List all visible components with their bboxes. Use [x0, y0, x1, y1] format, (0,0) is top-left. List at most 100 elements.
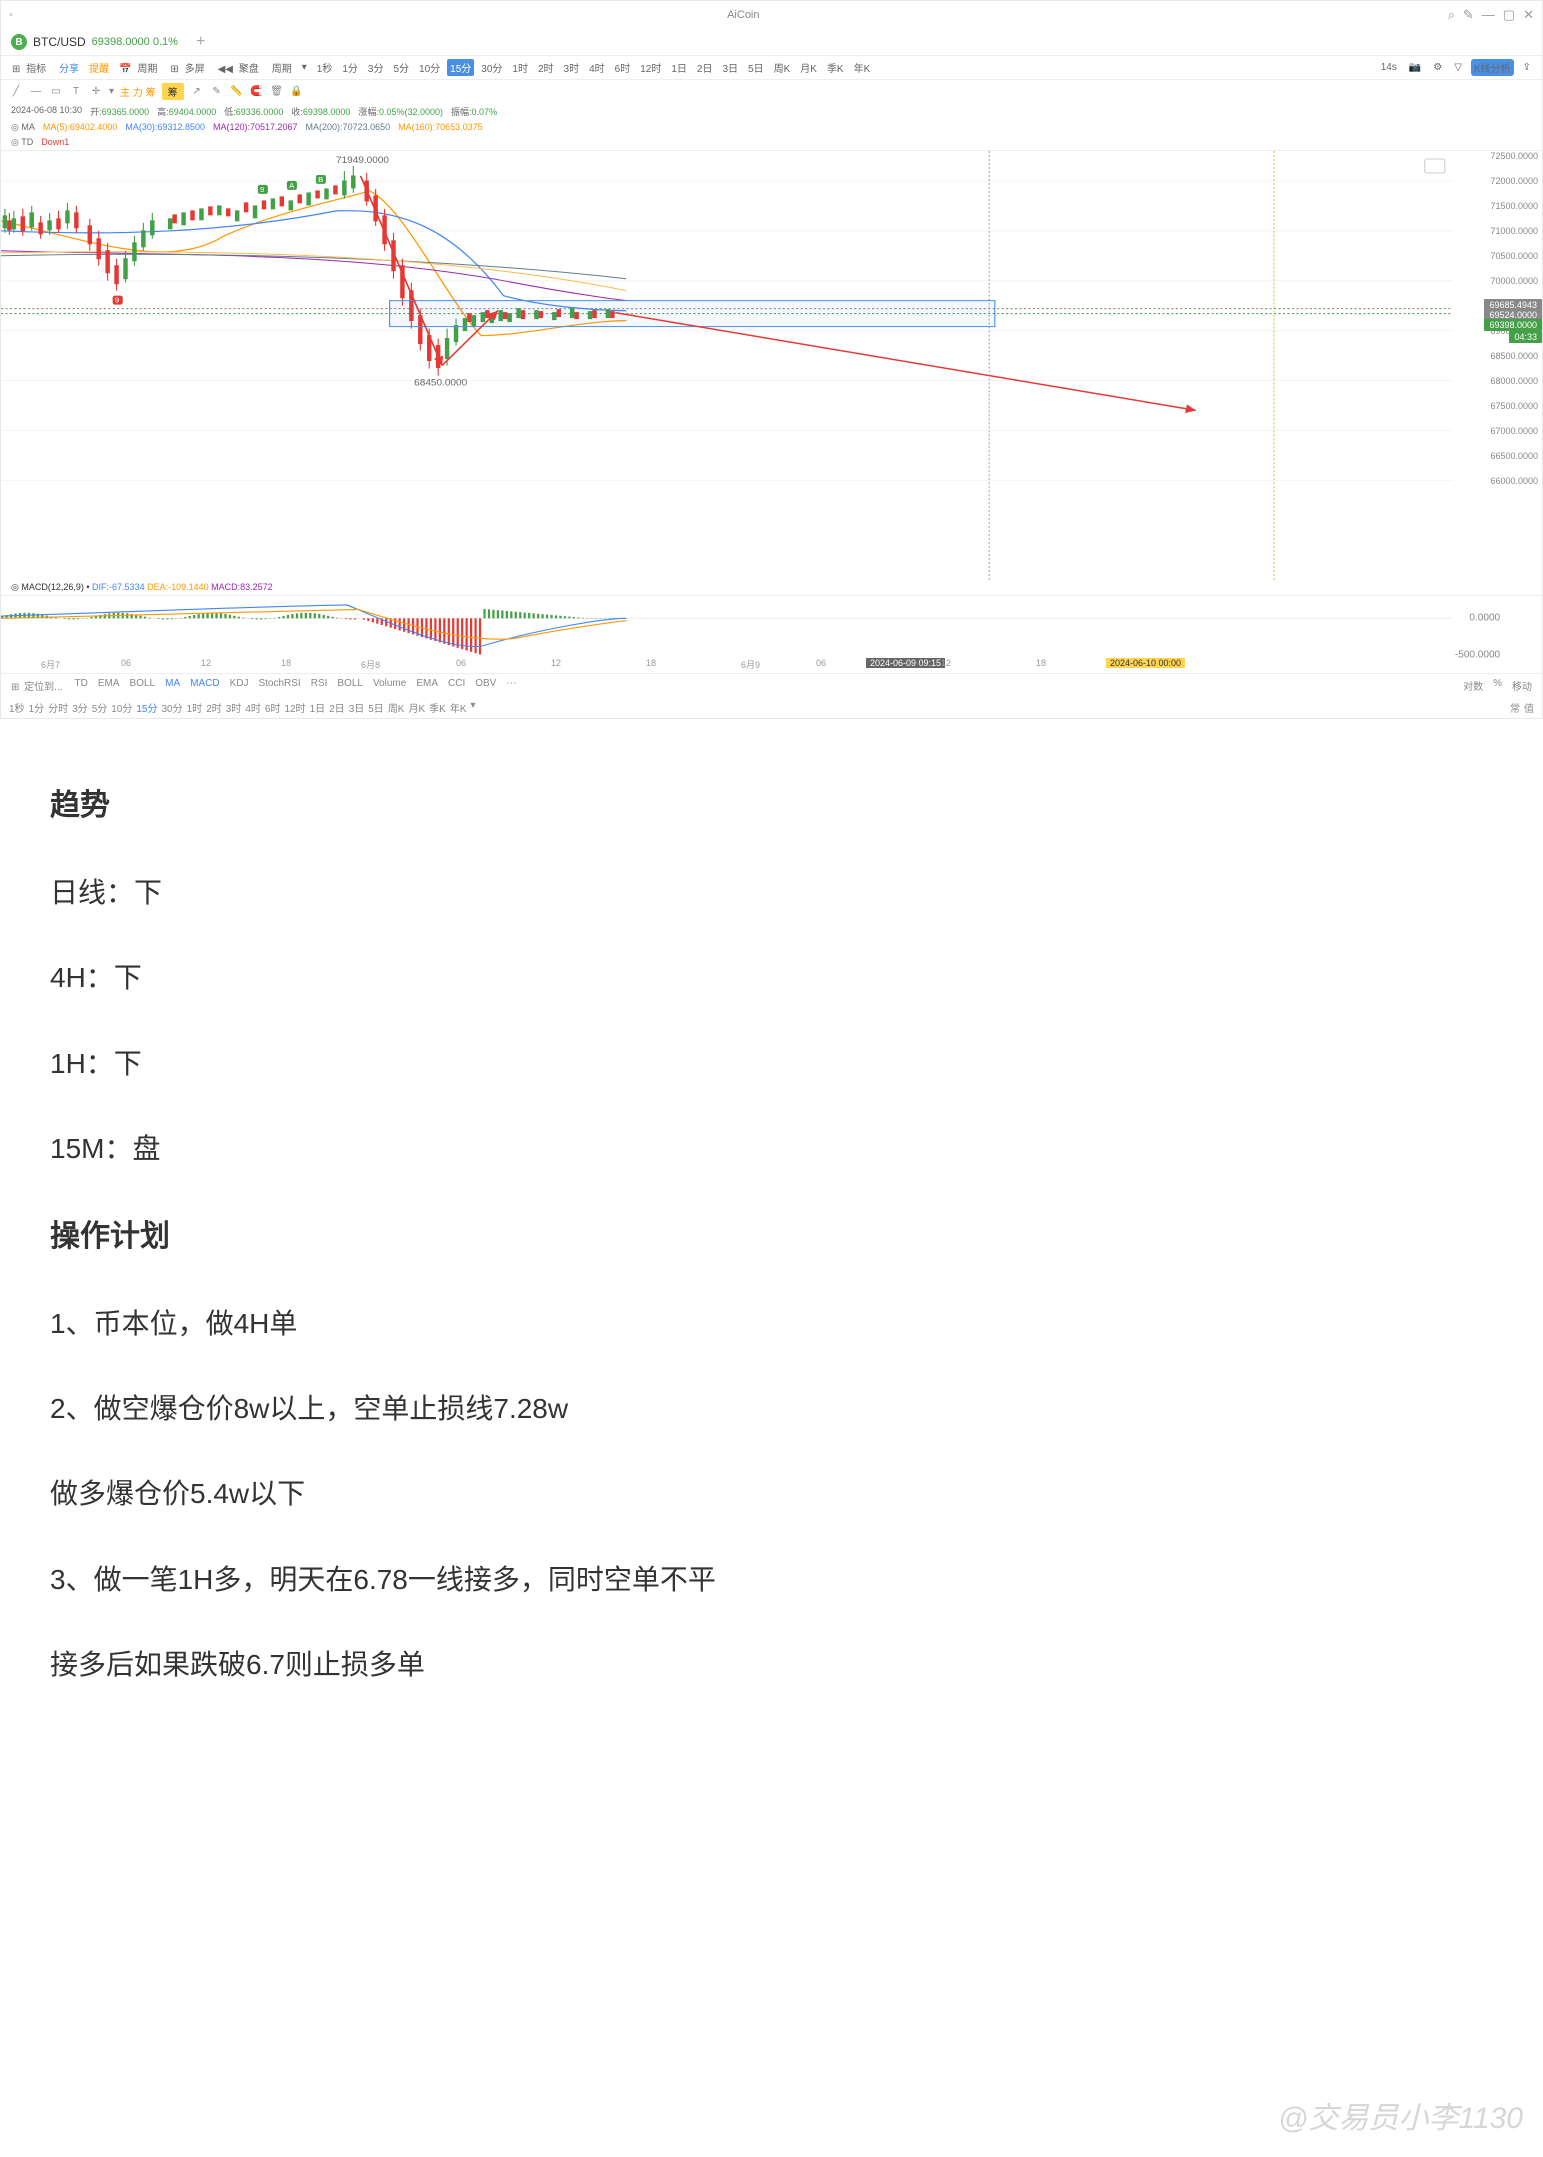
cross-tool-icon[interactable]: ✛: [89, 85, 103, 99]
ind-item[interactable]: CCI: [446, 678, 467, 693]
ind-item[interactable]: OBV: [473, 678, 498, 693]
maximize-icon[interactable]: ▢: [1503, 7, 1515, 23]
macd-pane[interactable]: 0.0000 -500.0000: [1, 595, 1542, 655]
tf-item[interactable]: 6时: [612, 59, 634, 76]
analyze-button[interactable]: K线分析: [1471, 59, 1514, 76]
chevron-down-icon[interactable]: ▾: [109, 86, 114, 97]
tf-bottom-item[interactable]: 1日: [310, 700, 326, 715]
ind-item-active[interactable]: MACD: [188, 678, 221, 693]
symbol-tab[interactable]: B BTC/USD 69398.0000 0.1% +: [1, 29, 1542, 55]
tf-bottom-item[interactable]: 1秒: [9, 700, 25, 715]
ind-item-active[interactable]: MA: [163, 678, 182, 693]
locate-button[interactable]: ⊞ 定位到...: [9, 678, 67, 693]
ind-item[interactable]: BOLL: [335, 678, 365, 693]
brush-tool-icon[interactable]: ✎: [210, 85, 224, 99]
tf-item[interactable]: 4时: [586, 59, 608, 76]
tf-item[interactable]: 10分: [416, 59, 443, 76]
tf-item[interactable]: 12时: [637, 59, 664, 76]
gold-button[interactable]: 筹: [162, 83, 184, 100]
tf-bottom-item[interactable]: 30分: [162, 700, 183, 715]
tb-indicator[interactable]: ⊞ 指标: [9, 59, 52, 76]
tf-bottom-item[interactable]: 季K: [429, 700, 446, 715]
ruler-tool-icon[interactable]: 📏: [230, 85, 244, 99]
edit-icon[interactable]: ✎: [1463, 7, 1474, 23]
tf-bottom-item[interactable]: 年K: [450, 700, 467, 715]
tf-item[interactable]: 2日: [694, 59, 716, 76]
trash-tool-icon[interactable]: 🗑: [270, 85, 284, 99]
tb-share[interactable]: 分享: [56, 59, 82, 76]
ind-item[interactable]: StochRSI: [256, 678, 302, 693]
tf-bottom-item[interactable]: 5日: [368, 700, 384, 715]
tf-bottom-item[interactable]: 月K: [408, 700, 425, 715]
tb-multi[interactable]: ⊞ 多屏: [167, 59, 210, 76]
tf-item[interactable]: 3日: [719, 59, 741, 76]
main-chart[interactable]: 71949.0000 68450.0000 9 9 A B 72500.0000…: [1, 150, 1542, 580]
tf-item[interactable]: 5日: [745, 59, 767, 76]
tf-right-item[interactable]: 值: [1524, 700, 1534, 715]
tf-bottom-item[interactable]: 15分: [136, 700, 157, 715]
magnet-tool-icon[interactable]: 🧲: [250, 85, 264, 99]
chevron-down-icon[interactable]: ▾: [471, 700, 476, 715]
ind-item[interactable]: Volume: [371, 678, 408, 693]
arrow-tool-icon[interactable]: ↗: [190, 85, 204, 99]
tf-item[interactable]: 3分: [365, 59, 387, 76]
camera-icon[interactable]: 📷: [1406, 61, 1424, 74]
ind-item[interactable]: EMA: [414, 678, 440, 693]
tb-alert[interactable]: 提醒: [86, 59, 112, 76]
tf-item[interactable]: 月K: [797, 59, 820, 76]
tf-bottom-item[interactable]: 5分: [92, 700, 108, 715]
tf-bottom-item[interactable]: 1时: [187, 700, 203, 715]
lock-tool-icon[interactable]: 🔒: [290, 85, 304, 99]
tf-item[interactable]: 季K: [824, 59, 847, 76]
tf-item-active[interactable]: 15分: [447, 59, 474, 76]
more-icon[interactable]: ⋯: [504, 678, 518, 693]
settings-icon[interactable]: ⚙: [1430, 61, 1445, 74]
tf-item[interactable]: 1日: [668, 59, 690, 76]
tf-bottom-item[interactable]: 1分: [29, 700, 45, 715]
ind-item[interactable]: KDJ: [228, 678, 251, 693]
hline-tool-icon[interactable]: —: [29, 85, 43, 99]
tf-item[interactable]: 年K: [851, 59, 874, 76]
tb-cycle2[interactable]: 周期: [269, 59, 295, 76]
tf-bottom-item[interactable]: 3日: [349, 700, 365, 715]
ind-item[interactable]: EMA: [96, 678, 122, 693]
tf-bottom-item[interactable]: 10分: [111, 700, 132, 715]
ind-right[interactable]: %: [1491, 678, 1504, 693]
tb-cycle[interactable]: 📅 周期: [116, 59, 163, 76]
tf-bottom-item[interactable]: 12时: [284, 700, 305, 715]
ind-item[interactable]: TD: [73, 678, 90, 693]
tf-item[interactable]: 30分: [478, 59, 505, 76]
tf-item[interactable]: 1秒: [314, 59, 336, 76]
tf-bottom-item[interactable]: 3分: [72, 700, 88, 715]
minimize-icon[interactable]: —: [1482, 7, 1495, 23]
tf-bottom-item[interactable]: 6时: [265, 700, 281, 715]
tf-bottom-item[interactable]: 4时: [245, 700, 261, 715]
search-icon[interactable]: ⌕: [1448, 7, 1455, 23]
zhuli-label[interactable]: 主 力 筹: [120, 84, 156, 99]
tf-item[interactable]: 1分: [339, 59, 361, 76]
tf-bottom-item[interactable]: 3时: [226, 700, 242, 715]
tf-item[interactable]: 2时: [535, 59, 557, 76]
tf-bottom-item[interactable]: 周K: [388, 700, 405, 715]
tf-item[interactable]: 周K: [771, 59, 794, 76]
ind-right[interactable]: 对数: [1461, 678, 1485, 693]
close-icon[interactable]: ✕: [1523, 7, 1534, 23]
tf-item[interactable]: 1时: [509, 59, 531, 76]
tf-item[interactable]: 3时: [561, 59, 583, 76]
add-tab-icon[interactable]: +: [196, 33, 205, 51]
ind-right[interactable]: 移动: [1510, 678, 1534, 693]
line-tool-icon[interactable]: ╱: [9, 85, 23, 99]
tf-chevron[interactable]: ▾: [299, 61, 310, 74]
filter-icon[interactable]: ▽: [1451, 61, 1465, 74]
tf-bottom-item[interactable]: 分时: [48, 700, 68, 715]
rect-tool-icon[interactable]: ▭: [49, 85, 63, 99]
tf-bottom-item[interactable]: 2时: [206, 700, 222, 715]
ind-item[interactable]: RSI: [309, 678, 330, 693]
tb-replay[interactable]: ◀◀ 聚盘: [215, 59, 265, 76]
tf-bottom-item[interactable]: 2日: [329, 700, 345, 715]
tf-right-item[interactable]: 常: [1510, 700, 1520, 715]
share-icon[interactable]: ⇪: [1520, 61, 1534, 74]
ind-item[interactable]: BOLL: [128, 678, 158, 693]
tf-item[interactable]: 5分: [390, 59, 412, 76]
text-tool-icon[interactable]: T: [69, 85, 83, 99]
